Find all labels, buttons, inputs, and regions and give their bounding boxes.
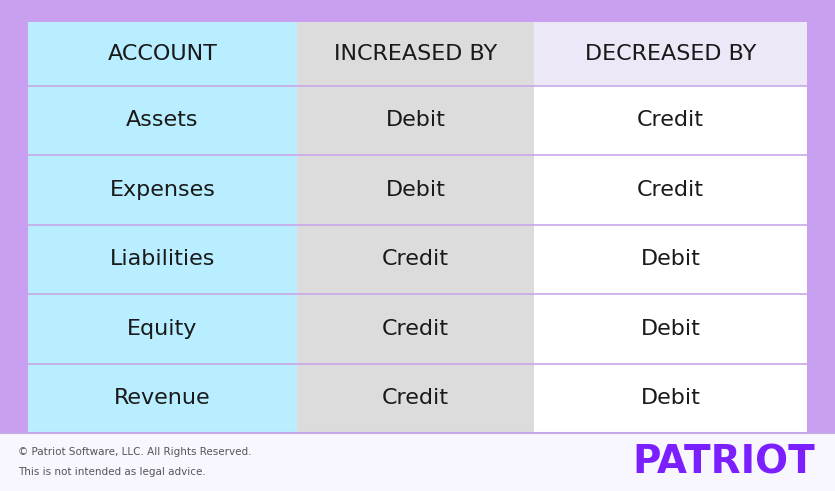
Text: Credit: Credit: [382, 388, 449, 409]
Bar: [28, 294, 296, 363]
Bar: [28, 363, 296, 433]
Text: DECREASED BY: DECREASED BY: [585, 44, 757, 64]
Bar: [28, 86, 296, 155]
Bar: [296, 224, 534, 294]
Bar: [534, 363, 807, 433]
Text: © Patriot Software, LLC. All Rights Reserved.: © Patriot Software, LLC. All Rights Rese…: [18, 446, 251, 457]
Text: ACCOUNT: ACCOUNT: [108, 44, 217, 64]
Text: Expenses: Expenses: [109, 180, 215, 200]
Text: This is not intended as legal advice.: This is not intended as legal advice.: [18, 467, 205, 477]
Text: Credit: Credit: [382, 249, 449, 270]
Bar: [534, 294, 807, 363]
Text: Debit: Debit: [386, 110, 446, 131]
Text: Credit: Credit: [637, 110, 704, 131]
Text: Debit: Debit: [640, 249, 701, 270]
Text: Credit: Credit: [382, 319, 449, 339]
Text: Debit: Debit: [640, 319, 701, 339]
Text: Equity: Equity: [127, 319, 198, 339]
Bar: [28, 22, 807, 433]
Bar: [28, 155, 296, 224]
Bar: [534, 155, 807, 224]
Bar: [534, 86, 807, 155]
Text: INCREASED BY: INCREASED BY: [334, 44, 497, 64]
Bar: [296, 22, 534, 86]
Bar: [534, 224, 807, 294]
Text: Debit: Debit: [386, 180, 446, 200]
Bar: [296, 86, 534, 155]
Bar: [28, 224, 296, 294]
Text: Debit: Debit: [640, 388, 701, 409]
Text: Revenue: Revenue: [114, 388, 210, 409]
Text: Credit: Credit: [637, 180, 704, 200]
Bar: [296, 155, 534, 224]
Bar: [296, 294, 534, 363]
Bar: [28, 22, 296, 86]
Text: PATRIOT: PATRIOT: [632, 443, 815, 481]
Text: Liabilities: Liabilities: [109, 249, 215, 270]
Text: Assets: Assets: [126, 110, 199, 131]
Bar: [0, 433, 835, 491]
Bar: [296, 363, 534, 433]
